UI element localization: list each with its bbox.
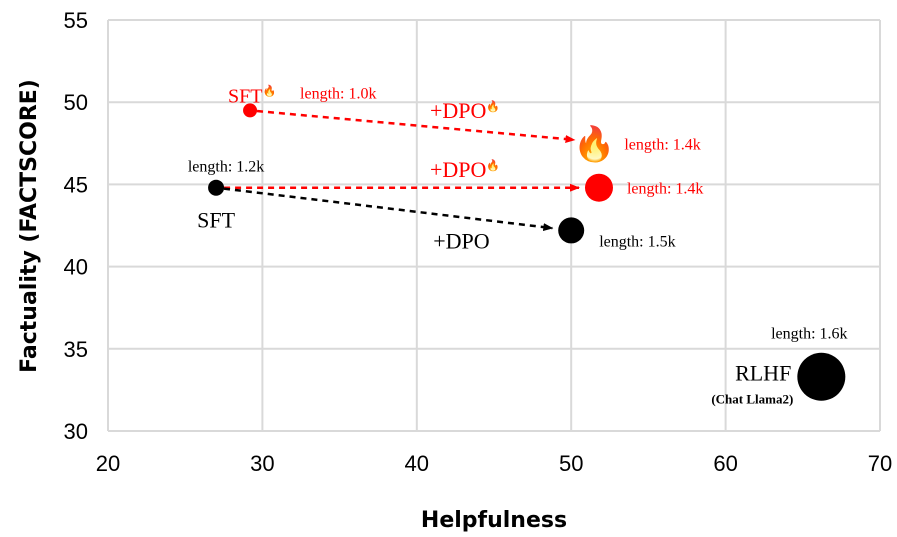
grid xyxy=(107,19,881,432)
point-sublabel: (Chat Llama2) xyxy=(711,392,793,407)
y-axis-label: Factuality (FACTSCORE) xyxy=(17,79,42,373)
data-point xyxy=(797,352,846,401)
length-label: length: 1.4k xyxy=(627,181,703,198)
dashed-arrow xyxy=(256,109,576,144)
point-label: SFT xyxy=(197,208,235,233)
points: 🔥 xyxy=(208,103,846,401)
x-tick-label: 30 xyxy=(250,451,274,476)
fire-icon: 🔥 xyxy=(263,84,277,97)
point-label: +DPO🔥 xyxy=(430,157,500,182)
y-tick-label: 40 xyxy=(64,255,88,280)
point-label: SFT🔥 xyxy=(228,84,276,107)
point-label: +DPO🔥 xyxy=(430,98,500,123)
y-tick-label: 55 xyxy=(64,8,88,33)
length-label: length: 1.5k xyxy=(599,233,675,250)
data-point xyxy=(243,103,258,118)
length-label: length: 1.6k xyxy=(771,326,847,343)
data-point xyxy=(558,217,585,244)
x-tick-label: 40 xyxy=(405,451,429,476)
x-tick-label: 50 xyxy=(559,451,583,476)
x-tick-label: 60 xyxy=(713,451,737,476)
y-tick-label: 35 xyxy=(64,337,88,362)
y-tick-label: 30 xyxy=(64,419,88,444)
fire-icon: 🔥 xyxy=(573,125,615,164)
fire-icon: 🔥 xyxy=(486,100,500,113)
length-label: length: 1.0k xyxy=(300,85,376,102)
ticks: 20 30 40 50 60 70 30 35 40 45 50 55 xyxy=(64,8,893,476)
fire-icon: 🔥 xyxy=(486,159,500,172)
length-label: length: 1.2k xyxy=(188,159,264,176)
data-point xyxy=(584,173,613,202)
dashed-arrow xyxy=(223,187,554,232)
arrows xyxy=(223,109,580,232)
y-tick-label: 45 xyxy=(64,172,88,197)
length-label: length: 1.4k xyxy=(624,137,700,154)
x-axis-label: Helpfulness xyxy=(421,508,567,533)
data-point xyxy=(208,179,225,196)
y-tick-label: 50 xyxy=(64,90,88,115)
point-label: +DPO xyxy=(433,228,489,253)
x-tick-label: 70 xyxy=(868,451,892,476)
x-tick-label: 20 xyxy=(96,451,120,476)
point-label: RLHF xyxy=(735,361,791,386)
